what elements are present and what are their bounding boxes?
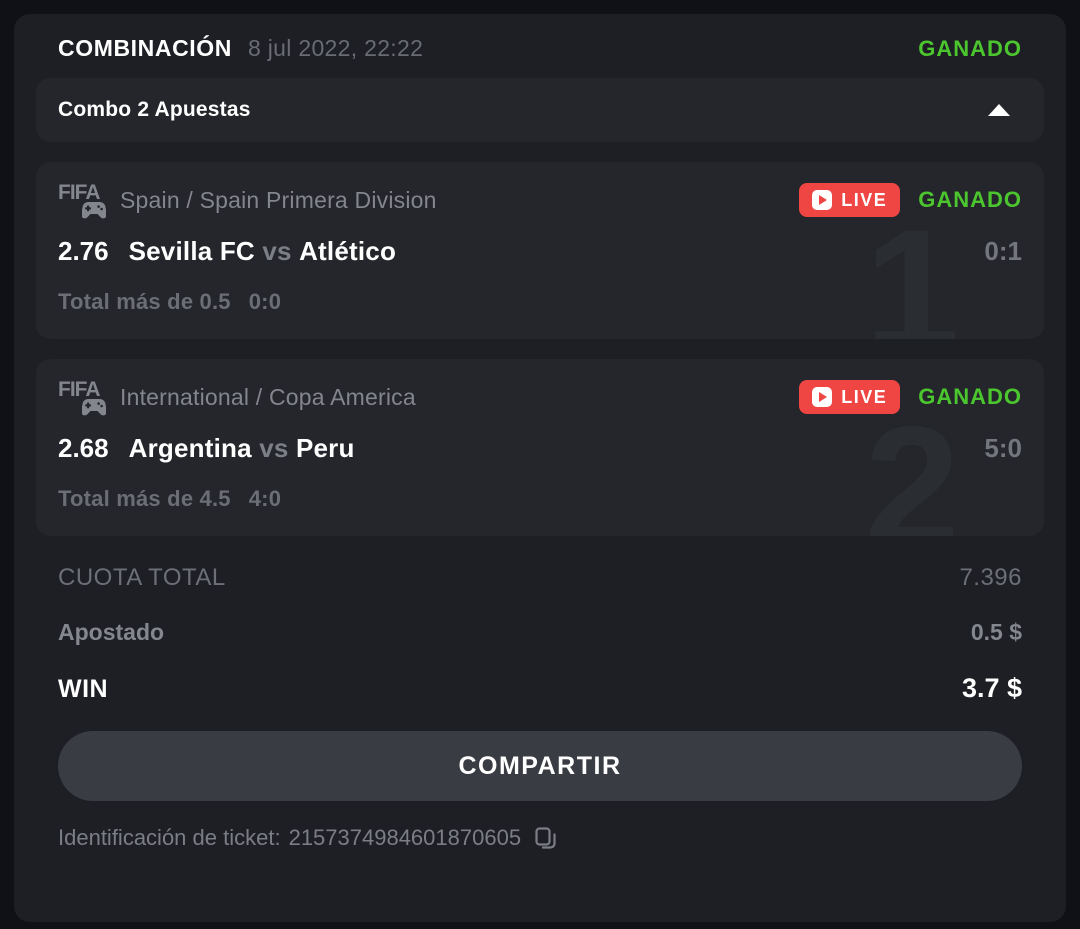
- total-odds-value: 7.396: [959, 564, 1022, 591]
- live-badge: LIVE: [799, 183, 901, 217]
- league-name: Spain / Spain Primera Division: [120, 186, 437, 213]
- away-team: Atlético: [299, 236, 397, 266]
- chevron-up-icon[interactable]: [988, 104, 1010, 116]
- total-odds-label: CUOTA TOTAL: [58, 564, 226, 591]
- ticket-header: COMBINACIÓN 8 jul 2022, 22:22 GANADO: [36, 14, 1044, 78]
- home-team: Sevilla FC: [128, 236, 255, 266]
- gamepad-icon: [82, 399, 106, 416]
- ticket-id-value: 2157374984601870605: [288, 825, 522, 850]
- bet-odds: 2.76: [58, 236, 109, 266]
- totals-section: CUOTA TOTAL 7.396 Apostado 0.5 $ WIN 3.7…: [36, 536, 1044, 704]
- ticket-date: 8 jul 2022, 22:22: [247, 35, 424, 61]
- stake-value: 0.5 $: [970, 619, 1022, 645]
- bet-status-badge: GANADO: [918, 187, 1022, 212]
- bet-ticket-panel: COMBINACIÓN 8 jul 2022, 22:22 GANADO Com…: [14, 14, 1066, 922]
- home-team: Argentina: [128, 433, 252, 463]
- bet-card: 1 FIFA Spain / Spain Primera Division LI…: [36, 162, 1044, 339]
- ticket-status-badge: GANADO: [918, 35, 1022, 61]
- bet-index-watermark: 2: [864, 391, 960, 536]
- total-odds-row: CUOTA TOTAL 7.396: [58, 564, 1022, 592]
- gamepad-icon: [82, 202, 106, 219]
- bet-card: 2 FIFA International / Copa America LIVE: [36, 359, 1044, 536]
- market-score: 4:0: [248, 486, 282, 511]
- bet-index-watermark: 1: [864, 194, 960, 339]
- fifa-esports-icon: FIFA: [58, 379, 108, 416]
- bet-status-badge: GANADO: [918, 384, 1022, 409]
- play-icon: [812, 387, 833, 407]
- live-badge: LIVE: [799, 380, 901, 414]
- ticket-id-label: Identificación de ticket:: [58, 825, 281, 850]
- share-button[interactable]: COMPARTIR: [58, 731, 1022, 801]
- match-name: Argentina vs Peru: [129, 433, 355, 464]
- stake-row: Apostado 0.5 $: [58, 619, 1022, 646]
- combo-accordion-bar[interactable]: Combo 2 Apuestas: [36, 78, 1044, 142]
- match-name: Sevilla FC vs Atlético: [129, 236, 396, 267]
- market-name: Total más de 4.5: [58, 486, 231, 511]
- stake-label: Apostado: [58, 619, 165, 645]
- market-name: Total más de 0.5: [58, 289, 231, 314]
- play-icon: [812, 190, 833, 210]
- bet-odds: 2.68: [58, 433, 109, 463]
- fifa-esports-icon: FIFA: [58, 182, 108, 219]
- win-label: WIN: [58, 675, 109, 703]
- ticket-type-title: COMBINACIÓN: [58, 35, 232, 61]
- win-row: WIN 3.7 $: [58, 673, 1022, 704]
- away-team: Peru: [295, 433, 355, 463]
- league-name: International / Copa America: [120, 383, 416, 410]
- ticket-id-row: Identificación de ticket: 21573749846018…: [58, 825, 1022, 851]
- vs-separator: vs: [262, 236, 300, 266]
- match-score: 5:0: [984, 433, 1022, 463]
- vs-separator: vs: [259, 433, 296, 463]
- match-score: 0:1: [984, 236, 1022, 266]
- market-score: 0:0: [248, 289, 282, 314]
- win-value: 3.7 $: [961, 673, 1022, 703]
- combo-label: Combo 2 Apuestas: [58, 98, 251, 121]
- copy-icon[interactable]: [533, 825, 559, 851]
